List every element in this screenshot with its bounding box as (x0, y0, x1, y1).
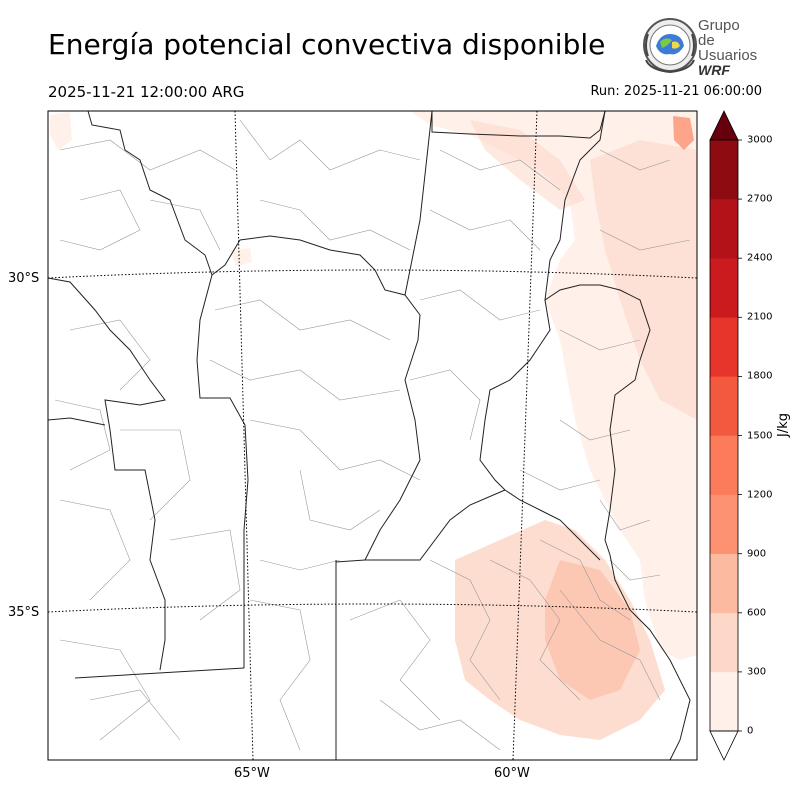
gridline-35s (48, 603, 697, 613)
colorbar-band (710, 553, 738, 614)
colorbar-band (710, 317, 738, 377)
logo-line-2: Usuarios (698, 47, 758, 64)
colorbar-band (710, 199, 738, 259)
colorbar-tick-label: 3000 (747, 134, 773, 146)
colorbar-tick-label: 1800 (747, 370, 773, 382)
logo-line-1: Grupo de (698, 17, 740, 49)
colorbar-band (710, 671, 738, 732)
colorbar-band (710, 435, 738, 495)
map-title: Energía potencial convectiva disponible (48, 28, 606, 61)
colorbar-tick-label: 1200 (747, 489, 773, 501)
graticule (48, 111, 697, 760)
colorbar-tick-label: 600 (747, 607, 767, 619)
globe-seal-icon (643, 18, 697, 74)
colorbar (709, 110, 742, 761)
colorbar-band (710, 612, 738, 673)
run-time: Run: 2025-11-21 06:00:00 (590, 84, 762, 99)
colorbar-tick-label: 900 (747, 548, 767, 560)
lon-label-60w: 60°W (494, 766, 530, 781)
lon-label-65w: 65°W (234, 766, 270, 781)
grupo-usuarios-wrf-logo: Grupo de Usuarios WRF (638, 16, 760, 78)
gridline-30s (48, 269, 697, 279)
colorbar-tick-label: 1500 (747, 430, 773, 441)
colorbar-tick-label: 300 (747, 666, 767, 678)
colorbar-tick-label: 2700 (747, 193, 773, 205)
cape-shading (50, 111, 697, 740)
logo-line-3: WRF (698, 62, 730, 78)
department-borders (54, 119, 691, 751)
valid-time: 2025-11-21 12:00:00 ARG (48, 83, 245, 101)
colorbar-under-arrow (709, 730, 739, 761)
lat-label-30s: 30°S (8, 271, 40, 286)
colorbar-tick-label: 2400 (747, 252, 773, 264)
logo-text: Grupo de Usuarios WRF (698, 18, 760, 78)
colorbar-tick-label: 2100 (747, 311, 773, 323)
map-area (48, 111, 697, 760)
colorbar-bands (710, 140, 738, 732)
lat-label-35s: 35°S (8, 605, 40, 620)
colorbar-unit-label: J/kg (776, 413, 791, 437)
map-frame (47, 110, 698, 761)
colorbar-band (710, 376, 738, 436)
colorbar-tick-marks (738, 139, 742, 732)
province-borders (48, 111, 691, 760)
colorbar-band (710, 258, 738, 318)
colorbar-tick-label: 0 (747, 725, 754, 737)
colorbar-band (710, 140, 738, 200)
colorbar-band (710, 494, 738, 554)
colorbar-over-arrow (709, 110, 739, 141)
